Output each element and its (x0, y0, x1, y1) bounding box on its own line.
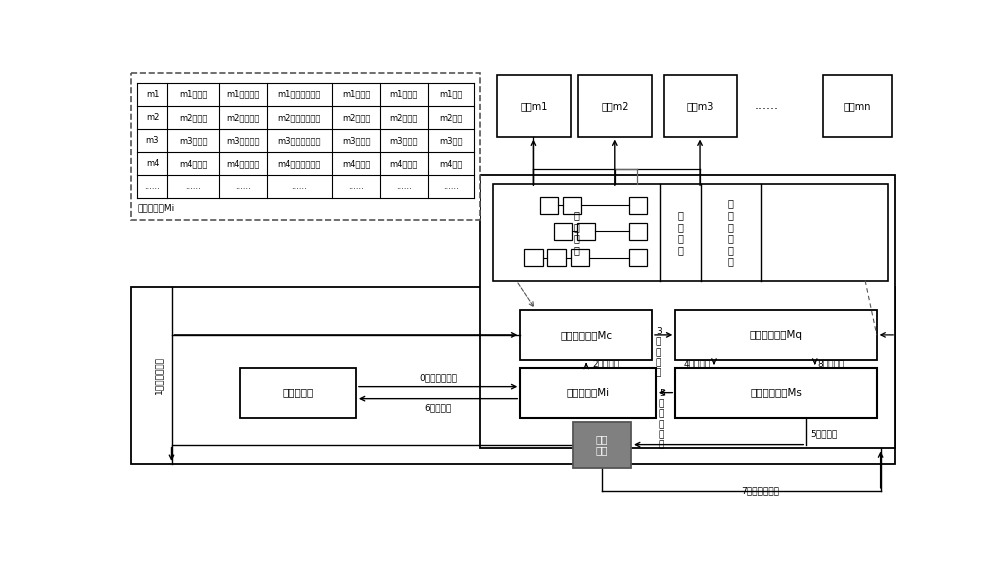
Text: m1成本: m1成本 (439, 90, 462, 99)
Text: m2已写次数: m2已写次数 (226, 113, 259, 122)
Text: 恢
复
模
块: 恢 复 模 块 (677, 210, 683, 255)
Text: m1读延迟: m1读延迟 (342, 90, 370, 99)
Bar (573, 421, 631, 468)
Text: m2: m2 (146, 113, 159, 122)
Bar (675, 310, 877, 360)
Text: m1首地址: m1首地址 (179, 90, 207, 99)
Text: m2读延迟: m2读延迟 (342, 113, 370, 122)
Text: 内存m2: 内存m2 (601, 101, 629, 111)
Text: m3首地址: m3首地址 (179, 136, 207, 145)
Bar (563, 197, 581, 214)
Text: 0读取并初始化: 0读取并初始化 (419, 373, 457, 382)
Text: m4最大可写次数: m4最大可写次数 (278, 159, 321, 168)
Bar (571, 249, 589, 266)
Text: m3读延迟: m3读延迟 (342, 136, 370, 145)
Text: 代价计算模块Mc: 代价计算模块Mc (560, 330, 612, 340)
Text: m2最大可写次数: m2最大可写次数 (278, 113, 321, 122)
Bar (520, 367, 656, 418)
Text: 6定时写回: 6定时写回 (424, 403, 452, 412)
Text: m1已写次数: m1已写次数 (226, 90, 259, 99)
Bar (497, 75, 571, 137)
Text: ......: ...... (755, 99, 779, 112)
Bar (493, 185, 888, 280)
Text: m2写延迟: m2写延迟 (390, 113, 418, 122)
Bar (629, 249, 647, 266)
Text: 内存m3: 内存m3 (687, 101, 714, 111)
Bar (547, 249, 566, 266)
Bar (540, 197, 558, 214)
Bar (629, 197, 647, 214)
Text: ......: ...... (185, 182, 201, 191)
Text: ......: ...... (443, 182, 459, 191)
Bar (131, 287, 895, 464)
Text: ......: ...... (145, 182, 160, 191)
Text: 4信息统计: 4信息统计 (684, 359, 711, 368)
Bar (480, 175, 895, 448)
Bar (822, 75, 892, 137)
Bar (629, 223, 647, 240)
Text: m3成本: m3成本 (439, 136, 462, 145)
Text: m2首地址: m2首地址 (179, 113, 207, 122)
Text: m3写延迟: m3写延迟 (390, 136, 418, 145)
Text: 应用
程序: 应用 程序 (596, 434, 608, 456)
Bar (675, 367, 877, 418)
Text: m3: m3 (146, 136, 159, 145)
Text: 元数据模块Mi: 元数据模块Mi (566, 388, 610, 398)
Bar (554, 223, 572, 240)
Text: m1: m1 (146, 90, 159, 99)
Text: 本地持久化: 本地持久化 (282, 388, 313, 398)
Text: 3
计
算
结
果: 3 计 算 结 果 (656, 327, 662, 378)
Text: 统计数据模块Ms: 统计数据模块Ms (750, 388, 802, 398)
Text: 元数据模块Mi: 元数据模块Mi (137, 203, 175, 212)
Text: m4已写次数: m4已写次数 (226, 159, 259, 168)
Text: 2统计数据: 2统计数据 (592, 359, 619, 368)
Text: m4首地址: m4首地址 (179, 159, 207, 168)
Text: m4读延迟: m4读延迟 (342, 159, 370, 168)
Text: m4: m4 (146, 159, 159, 168)
Text: 8信息统计: 8信息统计 (818, 359, 845, 368)
Text: m1最大可写次数: m1最大可写次数 (278, 90, 321, 99)
Text: m3最大可写次数: m3最大可写次数 (278, 136, 321, 145)
Text: ......: ...... (292, 182, 307, 191)
Bar (577, 223, 595, 240)
Text: m2成本: m2成本 (439, 113, 462, 122)
Text: ......: ...... (396, 182, 412, 191)
Text: ......: ...... (235, 182, 251, 191)
Text: 分配管理模块Mq: 分配管理模块Mq (750, 330, 802, 340)
Text: 内存m1: 内存m1 (520, 101, 548, 111)
Bar (131, 73, 480, 220)
Text: 管
理
模
块
信
息: 管 理 模 块 信 息 (728, 199, 734, 266)
Bar (578, 75, 652, 137)
Bar (520, 310, 652, 360)
Text: m4成本: m4成本 (439, 159, 462, 168)
Text: 5
更
新
元
数
据: 5 更 新 元 数 据 (659, 389, 665, 450)
Text: 分
配
队
列: 分 配 队 列 (574, 210, 579, 255)
Text: ......: ...... (348, 182, 364, 191)
Bar (240, 367, 356, 418)
Text: 7内存释放请求: 7内存释放请求 (742, 486, 780, 495)
Bar (524, 249, 543, 266)
Text: 内存mn: 内存mn (844, 101, 871, 111)
Text: m3已写次数: m3已写次数 (226, 136, 259, 145)
Text: m4写延迟: m4写延迟 (390, 159, 418, 168)
Text: m1写延迟: m1写延迟 (390, 90, 418, 99)
Bar (664, 75, 737, 137)
Text: 1内存分配请求: 1内存分配请求 (155, 356, 164, 394)
Text: 5分配内存: 5分配内存 (810, 429, 837, 438)
